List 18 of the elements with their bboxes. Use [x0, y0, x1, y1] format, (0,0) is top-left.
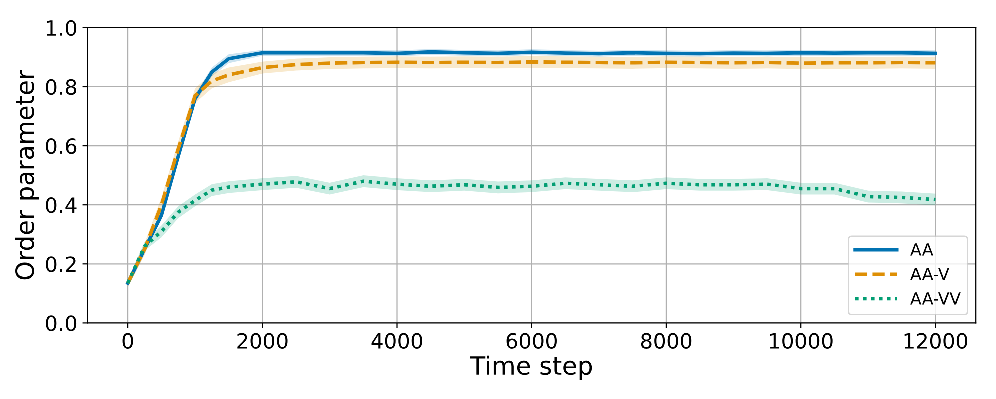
y-tick-label: 0.0 [46, 316, 77, 332]
x-tick-label: 0 [122, 333, 134, 350]
x-tick-label: 4000 [372, 333, 422, 350]
legend-label: AA-VV [910, 292, 961, 305]
y-tick-label: 0.2 [46, 256, 76, 272]
x-tick-label: 8000 [641, 333, 692, 350]
x-tick-label: 10000 [770, 333, 833, 350]
legend-label: AA [910, 244, 934, 256]
y-axis-title: Order parameter [15, 70, 40, 280]
x-tick-label: 12000 [904, 333, 968, 350]
x-tick-label: 2000 [238, 333, 288, 350]
y-tick-label: 0.6 [46, 138, 77, 154]
y-tick-label: 0.8 [46, 79, 76, 96]
x-axis-title: Time step [470, 356, 592, 380]
x-tick-label: 6000 [506, 333, 557, 350]
y-tick-label: 1.0 [47, 20, 77, 36]
y-tick-label: 0.4 [46, 198, 77, 214]
legend-label: AA-V [910, 268, 950, 280]
